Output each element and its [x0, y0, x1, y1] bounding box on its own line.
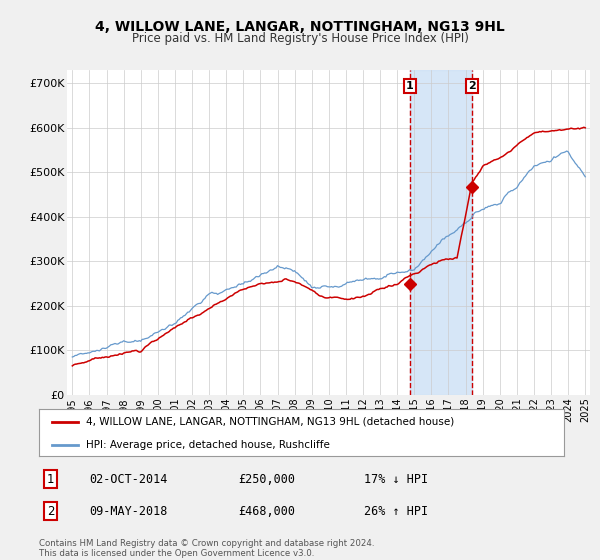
Text: Price paid vs. HM Land Registry's House Price Index (HPI): Price paid vs. HM Land Registry's House … [131, 32, 469, 45]
Text: HPI: Average price, detached house, Rushcliffe: HPI: Average price, detached house, Rush… [86, 440, 330, 450]
Text: £250,000: £250,000 [239, 473, 296, 486]
Text: 17% ↓ HPI: 17% ↓ HPI [365, 473, 428, 486]
Text: 1: 1 [47, 473, 54, 486]
Text: 2: 2 [468, 81, 476, 91]
Text: 26% ↑ HPI: 26% ↑ HPI [365, 505, 428, 518]
Text: 4, WILLOW LANE, LANGAR, NOTTINGHAM, NG13 9HL (detached house): 4, WILLOW LANE, LANGAR, NOTTINGHAM, NG13… [86, 417, 455, 427]
Text: 09-MAY-2018: 09-MAY-2018 [89, 505, 167, 518]
Text: 4, WILLOW LANE, LANGAR, NOTTINGHAM, NG13 9HL: 4, WILLOW LANE, LANGAR, NOTTINGHAM, NG13… [95, 20, 505, 34]
Text: 1: 1 [406, 81, 414, 91]
Text: 02-OCT-2014: 02-OCT-2014 [89, 473, 167, 486]
Bar [410, 70, 472, 395]
Text: £468,000: £468,000 [239, 505, 296, 518]
Text: Contains HM Land Registry data © Crown copyright and database right 2024.
This d: Contains HM Land Registry data © Crown c… [39, 539, 374, 558]
Text: 2: 2 [47, 505, 54, 518]
